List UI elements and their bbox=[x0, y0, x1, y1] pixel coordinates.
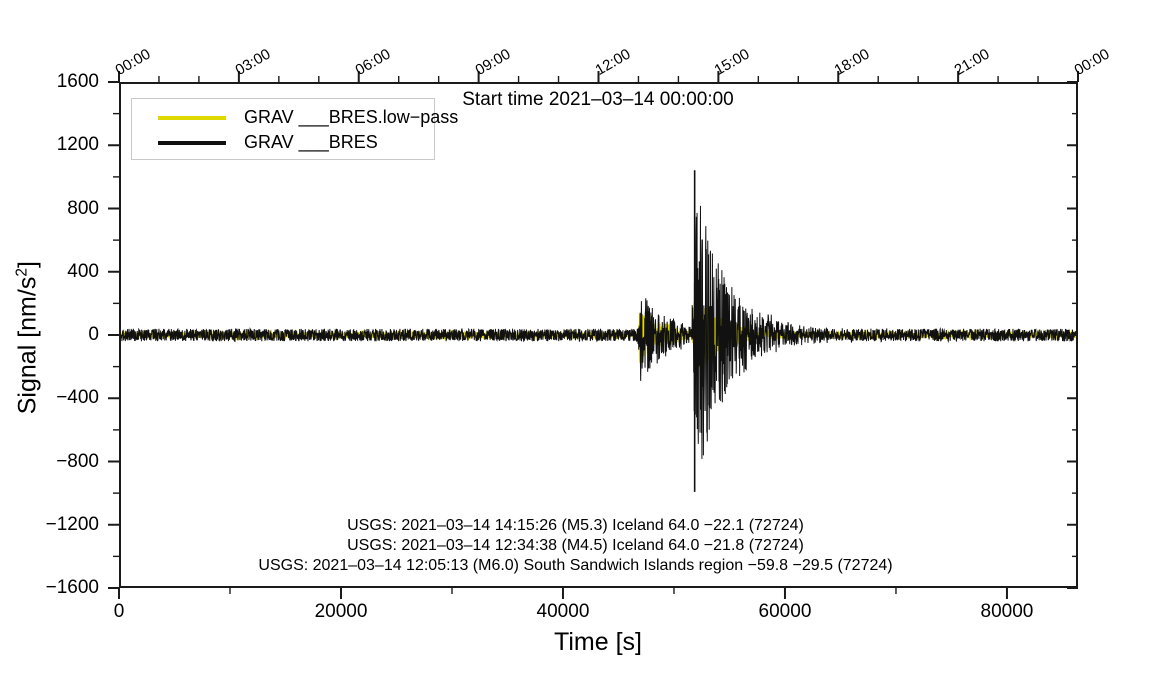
top-axis-time-label: 09:00 bbox=[472, 45, 514, 79]
y-axis-title: Signal [nm/s2] bbox=[13, 261, 42, 415]
legend-label-lowpass: GRAV ___BRES.low−pass bbox=[244, 107, 459, 127]
top-axis-time-label: 15:00 bbox=[711, 45, 753, 79]
plot-title: Start time 2021–03–14 00:00:00 bbox=[462, 89, 734, 110]
x-tick-label: 80000 bbox=[980, 601, 1034, 622]
trace-raw bbox=[121, 205, 1076, 459]
legend-label-raw: GRAV ___BRES bbox=[244, 132, 378, 152]
top-axis-time-label: 18:00 bbox=[831, 45, 873, 79]
top-axis-time-label: 06:00 bbox=[352, 45, 394, 79]
y-tick-label: −1200 bbox=[45, 513, 99, 535]
legend-color-swatch-raw bbox=[158, 140, 226, 145]
y-tick-label: −800 bbox=[56, 450, 99, 472]
x-tick-label: 40000 bbox=[536, 601, 590, 622]
x-axis-title: Time [s] bbox=[554, 628, 642, 656]
top-axis-time-label: 12:00 bbox=[592, 45, 634, 79]
y-tick-label: −400 bbox=[56, 387, 99, 409]
y-tick-label: 1600 bbox=[56, 71, 99, 92]
legend-color-swatch-lowpass bbox=[158, 115, 226, 120]
top-axis-time-label: 03:00 bbox=[232, 45, 274, 79]
x-tick-label: 60000 bbox=[758, 601, 812, 622]
waveform-traces bbox=[121, 170, 1076, 492]
x-tick-label: 20000 bbox=[314, 601, 368, 622]
top-axis-time-label: 00:00 bbox=[1071, 45, 1113, 79]
y-tick-label: 800 bbox=[67, 197, 99, 219]
top-axis-time-label: 21:00 bbox=[951, 45, 993, 79]
y-tick-label: 400 bbox=[67, 260, 99, 282]
top-axis-time-label: 00:00 bbox=[112, 45, 154, 79]
legend-item-raw: GRAV ___BRES bbox=[132, 130, 434, 155]
x-tick-label: 0 bbox=[113, 601, 125, 622]
y-tick-label: 0 bbox=[88, 324, 99, 345]
legend: GRAV ___BRES.low−pass GRAV ___BRES bbox=[131, 98, 458, 160]
plot-area bbox=[119, 82, 1078, 588]
y-tick-label: 1200 bbox=[56, 134, 99, 156]
legend-item-lowpass: GRAV ___BRES.low−pass bbox=[132, 105, 458, 130]
y-tick-label: −1600 bbox=[45, 577, 99, 598]
